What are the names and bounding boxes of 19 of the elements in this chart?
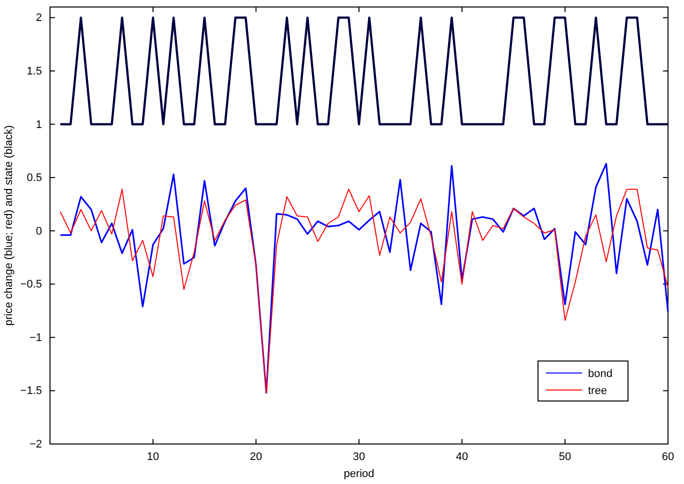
y-tick-label: 1.5 [26,65,42,78]
x-tick-label: 20 [250,450,262,463]
legend-label: bond [588,368,612,380]
y-axis-title: price change (blue; red) and state (black) [3,125,15,326]
x-tick-label: 40 [456,450,468,463]
x-tick-label: 50 [558,450,572,463]
y-tick-label: −2 [29,438,42,451]
y-tick-label: 0.5 [26,172,42,184]
y-tick-label: −0.5 [20,278,42,291]
y-tick-label: −1 [29,332,42,344]
legend-label: tree [588,385,607,397]
x-axis-title: period [344,468,374,480]
x-tick-label: 30 [352,450,366,463]
x-tick-label: 10 [146,450,160,463]
y-tick-label: 2 [36,12,42,24]
x-tick-label: 60 [662,450,674,463]
y-tick-label: −1.5 [20,385,42,398]
y-tick-label: 1 [36,118,42,131]
y-tick-label: 0 [36,225,42,238]
